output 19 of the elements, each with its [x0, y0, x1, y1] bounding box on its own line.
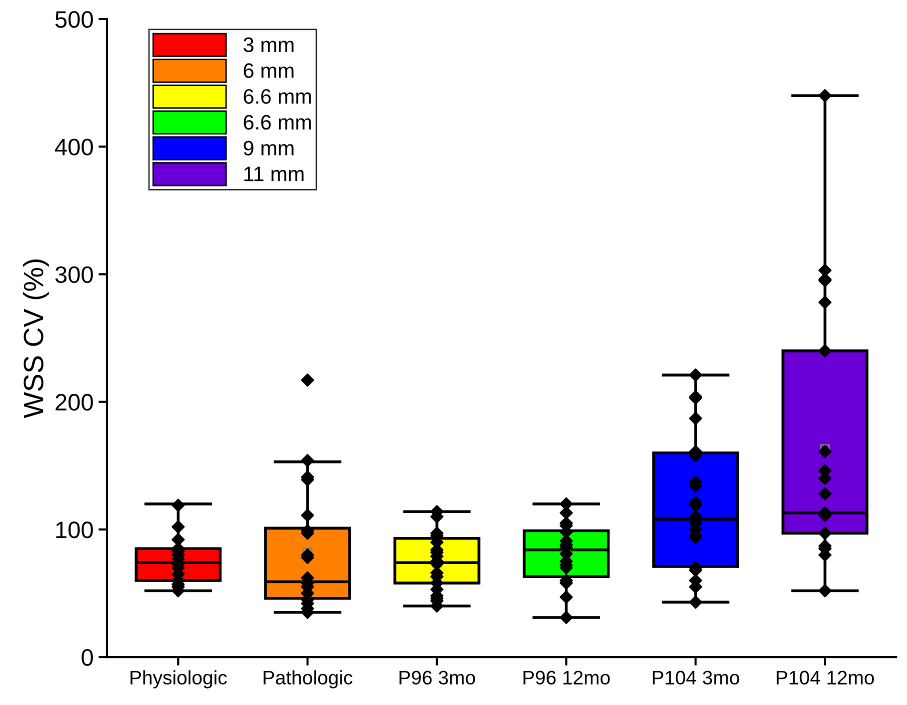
- y-tick-label: 400: [54, 138, 93, 156]
- x-tick-label: P104 3mo: [652, 670, 740, 685]
- legend-label: 6 mm: [244, 63, 294, 78]
- x-tick-label: P96 12mo: [524, 670, 610, 685]
- x-tick-label: Physiologic: [130, 670, 227, 688]
- x-tick-label: P96 3mo: [400, 670, 475, 685]
- legend-label: 9 mm: [244, 140, 294, 156]
- y-tick-label: 500: [55, 11, 93, 28]
- x-tick-label: P104 12mo: [776, 670, 874, 685]
- legend-label: 3 mm: [244, 37, 294, 52]
- legend-label: 11 mm: [244, 166, 304, 182]
- y-tick-label: 100: [56, 522, 93, 538]
- x-tick-label: Pathologic: [264, 670, 352, 688]
- legend-label: 6.6 mm: [244, 114, 311, 130]
- y-tick-label: 0: [82, 649, 93, 666]
- y-axis-title: WSS CV (%): [22, 260, 49, 418]
- legend-label: 6.6 mm: [244, 89, 311, 104]
- y-tick-label: 300: [55, 266, 93, 284]
- y-tick-label: 200: [56, 394, 93, 411]
